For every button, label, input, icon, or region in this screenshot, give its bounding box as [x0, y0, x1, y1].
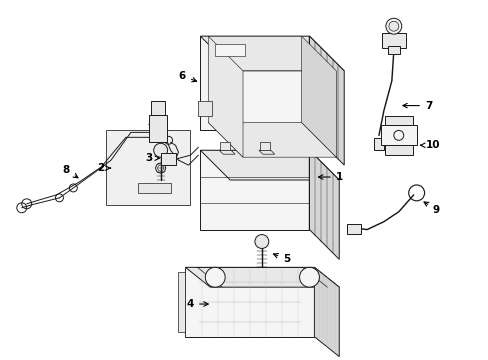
Circle shape: [388, 21, 398, 31]
Bar: [346, 224, 360, 234]
Bar: [387, 46, 399, 54]
Text: 3: 3: [145, 153, 159, 163]
Polygon shape: [314, 267, 339, 357]
Polygon shape: [185, 267, 339, 287]
Text: 7: 7: [402, 100, 431, 111]
Bar: [106, 130, 190, 205]
Circle shape: [254, 235, 268, 248]
Bar: [259, 142, 269, 150]
Text: 10: 10: [420, 140, 440, 150]
Polygon shape: [185, 267, 314, 337]
Circle shape: [385, 18, 401, 34]
Polygon shape: [380, 125, 416, 145]
Polygon shape: [138, 183, 170, 193]
Circle shape: [205, 267, 224, 287]
Text: 9: 9: [423, 202, 439, 215]
Circle shape: [299, 267, 319, 287]
Polygon shape: [373, 138, 383, 150]
Polygon shape: [200, 150, 339, 180]
Polygon shape: [177, 272, 185, 332]
Polygon shape: [200, 150, 309, 230]
Polygon shape: [258, 150, 274, 154]
Polygon shape: [381, 33, 405, 48]
Polygon shape: [384, 145, 412, 155]
Polygon shape: [200, 36, 344, 71]
Bar: [220, 142, 230, 150]
Text: 5: 5: [273, 253, 290, 264]
Polygon shape: [208, 122, 336, 157]
Text: 2: 2: [97, 163, 110, 173]
Polygon shape: [215, 44, 244, 56]
Text: 1: 1: [318, 172, 342, 182]
Polygon shape: [309, 150, 339, 260]
Polygon shape: [208, 36, 243, 157]
Polygon shape: [150, 100, 164, 114]
Polygon shape: [198, 100, 212, 116]
Text: 8: 8: [62, 165, 78, 178]
Polygon shape: [384, 116, 412, 125]
Text: 4: 4: [186, 299, 208, 309]
Bar: [161, 153, 175, 165]
Polygon shape: [219, 150, 235, 154]
Polygon shape: [309, 36, 344, 165]
Circle shape: [153, 143, 167, 157]
Bar: [148, 114, 166, 142]
Polygon shape: [200, 36, 309, 130]
Text: 6: 6: [179, 71, 196, 82]
Polygon shape: [301, 36, 336, 157]
